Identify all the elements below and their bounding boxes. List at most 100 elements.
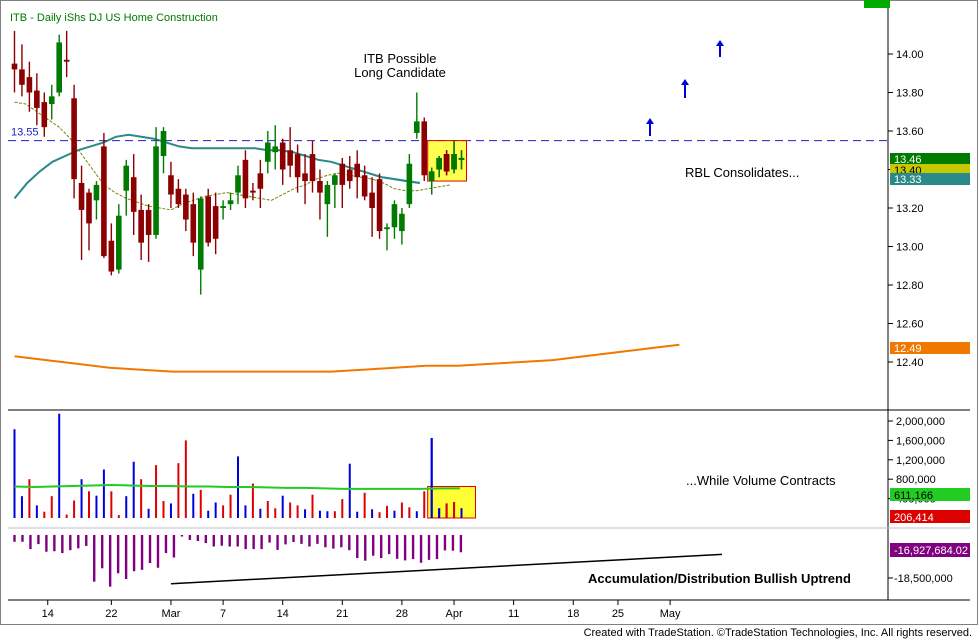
candle-body: [361, 175, 368, 197]
candle-body: [242, 159, 249, 199]
candle-body: [168, 175, 174, 195]
candle: [145, 204, 152, 262]
candle: [294, 144, 301, 193]
candle: [123, 159, 130, 216]
candle-body: [130, 177, 137, 212]
chart-text: 13.4613.4013.3312.49611,166206,414-16,92…: [10, 12, 970, 586]
candle: [26, 61, 33, 112]
x-tick-label: May: [660, 608, 681, 620]
candle: [458, 150, 465, 170]
candle-body: [451, 154, 457, 170]
annotation-title-line1: ITB Possible: [364, 51, 437, 66]
x-tick-label: 18: [567, 608, 579, 620]
candle: [168, 161, 174, 208]
volume-label-text: 611,166: [894, 490, 933, 502]
arrow-head: [681, 79, 689, 85]
candle: [376, 173, 383, 239]
candle-body: [391, 204, 398, 228]
candle-body: [123, 165, 130, 191]
candle-body: [302, 173, 308, 182]
price-tick-label: 14.00: [896, 49, 924, 61]
candle: [108, 223, 115, 276]
candle-body: [250, 190, 256, 193]
footer-credit: Created with TradeStation. ©TradeStation…: [583, 627, 972, 639]
candle-body: [376, 179, 383, 232]
candle-body: [86, 192, 92, 224]
candle: [421, 117, 428, 182]
candle-body: [399, 213, 405, 232]
candle: [56, 34, 62, 97]
candle: [197, 196, 204, 295]
candle: [443, 150, 450, 176]
candle: [332, 173, 338, 208]
candle: [451, 140, 457, 174]
candle-body: [279, 142, 286, 170]
candle: [41, 92, 48, 137]
candle-body: [272, 146, 279, 153]
x-tick-label: 14: [42, 608, 54, 620]
candle: [212, 192, 219, 255]
volume-average-line: [14, 483, 460, 490]
price-label-text: 13.33: [894, 174, 922, 186]
candle-body: [324, 184, 331, 205]
ad-bars: [13, 535, 723, 587]
ad-label-bg: [890, 543, 970, 557]
candle: [86, 188, 92, 251]
ad-tick-label: -18,500,000: [894, 573, 953, 585]
candle-body: [78, 182, 85, 210]
price-axis: 14.0013.8013.6013.4013.2013.0012.8012.60…: [42, 49, 953, 620]
candle-body: [414, 121, 420, 133]
price-tick-label: 12.60: [896, 319, 924, 331]
candle-body: [294, 154, 301, 178]
consolidation-boxes: [368, 140, 477, 519]
candle: [309, 140, 316, 193]
candle-body: [160, 131, 167, 157]
candle: [138, 194, 144, 260]
volume-label-tag: 206,414: [890, 510, 970, 524]
candle: [11, 30, 18, 93]
candle: [384, 223, 390, 251]
candle: [361, 165, 368, 201]
price-tick-label: 13.60: [896, 126, 924, 138]
ad-label-text: -16,927,684.02: [894, 545, 968, 557]
candle-body: [205, 196, 211, 243]
candle: [414, 92, 420, 139]
annotation-volume-note: ...While Volume Contracts: [686, 473, 836, 488]
candle: [436, 156, 442, 178]
candle: [101, 132, 107, 259]
candle-body: [384, 227, 390, 230]
candle: [71, 84, 77, 199]
arrow-head: [646, 118, 654, 124]
candle-body: [108, 240, 115, 272]
candle: [339, 157, 346, 208]
price-tick-label: 12.40: [896, 357, 924, 369]
ma-mid-line: [13, 133, 420, 200]
up-arrow: [681, 79, 689, 98]
candle: [317, 169, 323, 220]
candle: [183, 188, 189, 232]
moving-averages: [13, 101, 680, 373]
candle-body: [11, 63, 18, 70]
volume-tick-label: 1,600,000: [896, 435, 945, 447]
candle-body: [175, 188, 182, 205]
x-tick-label: 14: [277, 608, 289, 620]
resistance-line: 13.55: [8, 127, 888, 142]
price-label-bg: [890, 153, 970, 165]
candle-body: [309, 154, 316, 182]
candle: [428, 167, 435, 195]
candle: [116, 204, 122, 274]
candle: [63, 30, 70, 78]
candle-body: [287, 150, 293, 166]
candle: [130, 154, 137, 235]
x-tick-label: Apr: [445, 608, 462, 620]
candle-body: [317, 181, 323, 193]
ad-trendline: [170, 553, 723, 585]
candle: [302, 154, 308, 205]
candle: [272, 125, 279, 170]
candle-body: [101, 146, 107, 257]
candle-body: [436, 157, 442, 170]
candle: [93, 181, 100, 220]
candle-body: [153, 146, 159, 235]
x-tick-label: 11: [508, 608, 519, 620]
